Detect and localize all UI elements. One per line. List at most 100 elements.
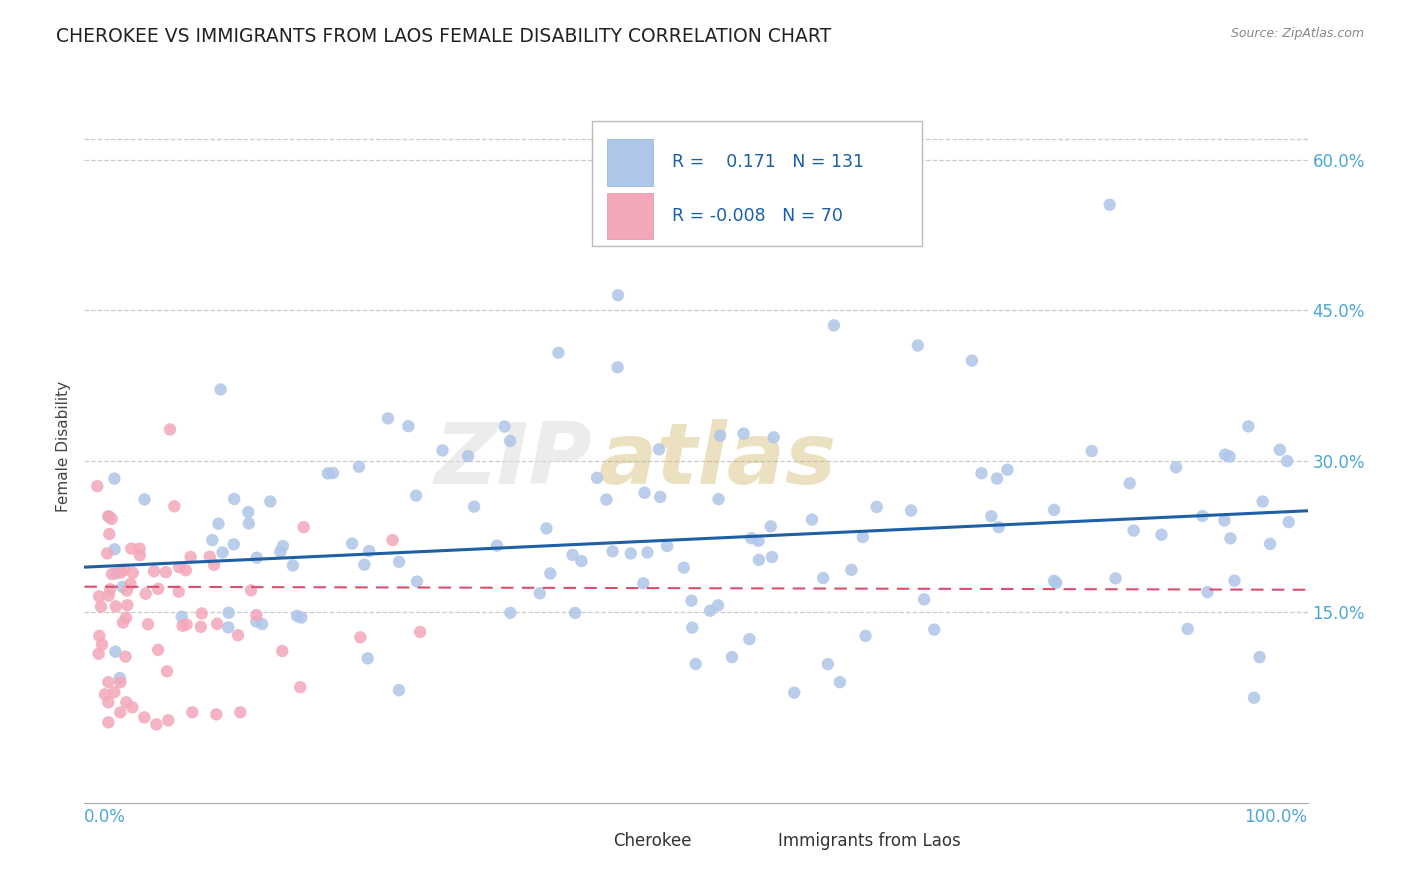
Point [201, 533, 224, 547]
Point [733, 426, 755, 441]
Point [120, 577, 142, 591]
Point [561, 548, 583, 562]
Point [747, 533, 769, 548]
Point [190, 620, 212, 634]
Point [633, 485, 655, 500]
Point [388, 683, 411, 698]
Point [128, 541, 150, 556]
FancyBboxPatch shape [606, 193, 654, 239]
Point [980, 509, 1002, 524]
Point [636, 545, 658, 559]
Point [217, 620, 239, 634]
Text: 0.0%: 0.0% [84, 808, 127, 826]
Point [620, 546, 643, 560]
Point [748, 553, 770, 567]
Point [115, 695, 138, 709]
Point [759, 519, 782, 533]
Point [547, 345, 569, 359]
Point [1223, 574, 1246, 588]
Point [240, 583, 263, 598]
Point [960, 353, 983, 368]
Point [97, 509, 120, 524]
Point [538, 566, 561, 581]
Point [135, 587, 157, 601]
Point [145, 717, 167, 731]
Point [134, 710, 156, 724]
Point [852, 530, 875, 544]
Point [190, 607, 212, 621]
Point [246, 550, 269, 565]
Point [250, 617, 273, 632]
Point [224, 491, 246, 506]
Point [97, 589, 120, 603]
Point [1278, 515, 1301, 529]
Point [87, 590, 110, 604]
Point [103, 685, 125, 699]
Point [1098, 198, 1121, 212]
Y-axis label: Female Disability: Female Disability [56, 380, 72, 512]
Point [828, 675, 851, 690]
Point [91, 638, 114, 652]
Point [650, 490, 672, 504]
Point [110, 675, 132, 690]
Point [396, 419, 419, 434]
Point [388, 555, 411, 569]
Point [855, 629, 877, 643]
Point [104, 599, 127, 614]
Point [322, 466, 344, 480]
Point [292, 520, 315, 534]
Point [1191, 508, 1213, 523]
Point [970, 467, 993, 481]
Point [176, 617, 198, 632]
Point [685, 657, 707, 671]
Point [128, 548, 150, 562]
Point [290, 610, 312, 624]
Point [607, 288, 630, 302]
Point [1177, 622, 1199, 636]
Point [238, 505, 260, 519]
Point [209, 383, 232, 397]
Point [499, 606, 522, 620]
Point [602, 544, 624, 558]
Point [1104, 571, 1126, 585]
Point [571, 554, 593, 568]
Point [112, 615, 135, 630]
Point [1243, 690, 1265, 705]
Point [245, 608, 267, 623]
Point [271, 539, 294, 553]
Point [347, 459, 370, 474]
Point [169, 560, 191, 574]
FancyBboxPatch shape [592, 121, 922, 246]
Point [633, 576, 655, 591]
Point [707, 492, 730, 507]
Point [738, 632, 761, 647]
Text: Source: ZipAtlas.com: Source: ZipAtlas.com [1230, 27, 1364, 40]
Point [841, 563, 863, 577]
Point [205, 707, 228, 722]
Point [457, 449, 479, 463]
Point [1213, 448, 1236, 462]
Point [1043, 574, 1066, 588]
Point [648, 442, 671, 457]
Point [114, 649, 136, 664]
Point [136, 617, 159, 632]
Point [1045, 575, 1067, 590]
Point [211, 545, 233, 559]
Text: atlas: atlas [598, 418, 837, 502]
Point [205, 616, 228, 631]
Point [536, 521, 558, 535]
Point [181, 706, 204, 720]
Point [98, 527, 121, 541]
Point [405, 489, 427, 503]
Point [359, 544, 381, 558]
Point [357, 651, 380, 665]
Point [353, 558, 375, 572]
Point [174, 563, 197, 577]
FancyBboxPatch shape [606, 139, 654, 186]
Point [115, 611, 138, 625]
Point [104, 645, 127, 659]
Point [101, 567, 124, 582]
Point [986, 471, 1008, 485]
Point [90, 599, 112, 614]
Point [866, 500, 889, 514]
